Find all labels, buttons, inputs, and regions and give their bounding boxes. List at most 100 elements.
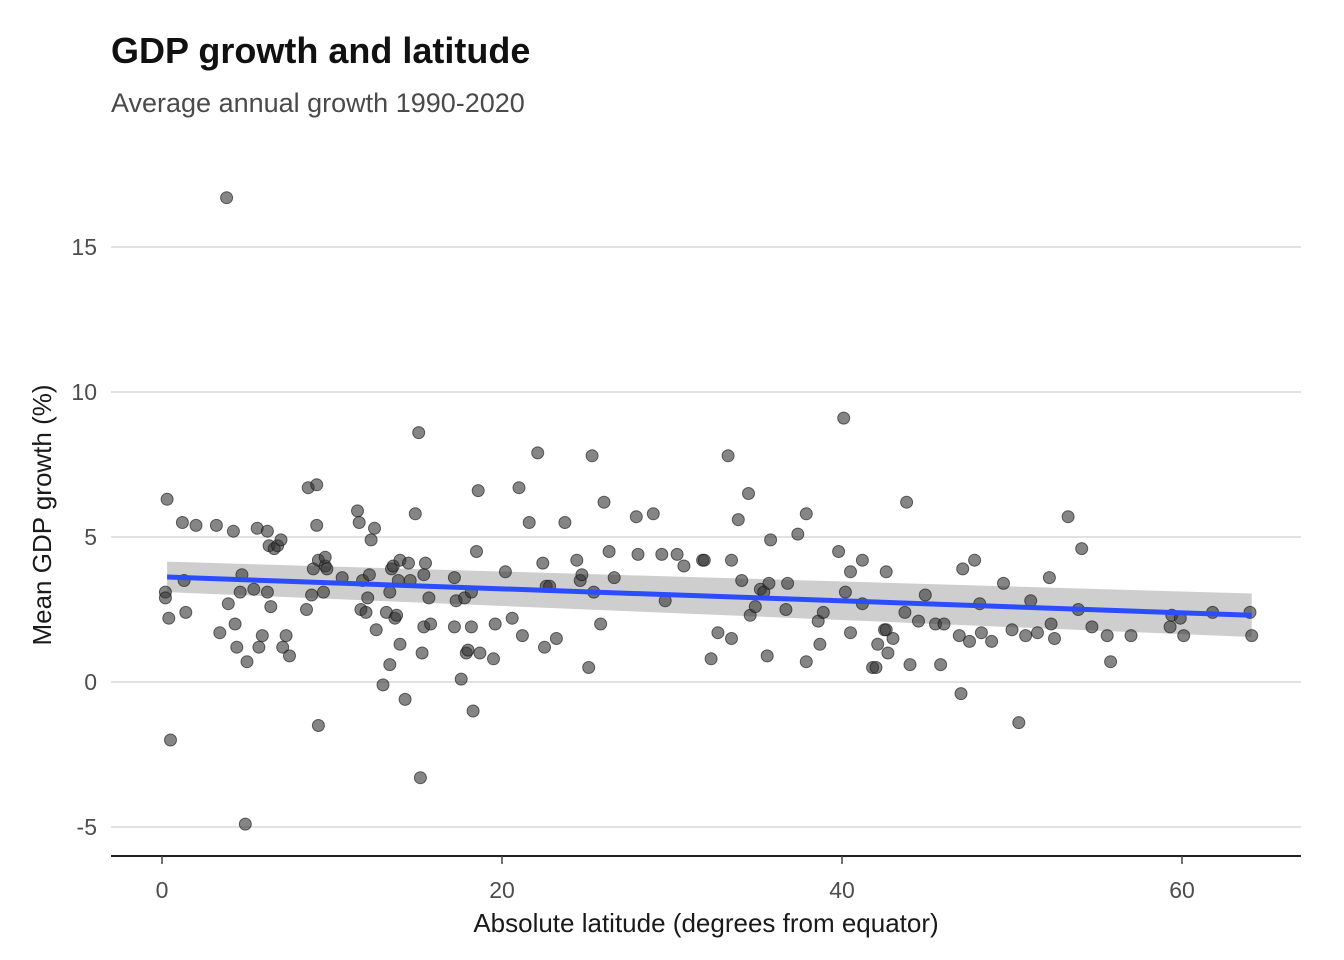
data-point	[470, 545, 483, 558]
x-tick-label: 60	[1169, 877, 1195, 903]
data-point	[799, 655, 813, 669]
x-tick-label: 20	[489, 877, 515, 903]
data-point	[415, 646, 429, 660]
data-point	[1163, 620, 1177, 634]
data-point	[779, 603, 793, 616]
data-point	[602, 545, 616, 558]
data-point	[1061, 510, 1075, 524]
data-point	[417, 568, 431, 582]
data-point	[837, 411, 851, 425]
data-point	[473, 646, 487, 660]
data-point	[160, 492, 174, 506]
data-point	[549, 632, 563, 645]
data-point	[1124, 629, 1138, 643]
data-point	[158, 591, 172, 605]
data-point	[318, 550, 332, 564]
data-point	[213, 626, 227, 640]
data-point	[279, 629, 293, 643]
data-point	[879, 565, 893, 579]
data-point	[162, 611, 176, 625]
data-point	[918, 588, 932, 602]
data-point	[310, 518, 324, 532]
data-point	[711, 626, 725, 640]
gridlines	[111, 246, 1301, 828]
data-point	[538, 640, 551, 654]
data-point	[260, 585, 274, 599]
data-point	[221, 597, 235, 611]
data-point	[447, 620, 461, 634]
data-point	[937, 617, 951, 631]
data-point	[320, 562, 334, 576]
data-point	[247, 582, 261, 596]
data-point	[164, 733, 177, 747]
data-point	[646, 507, 660, 521]
data-point	[952, 629, 966, 643]
trend-line	[167, 574, 1252, 618]
data-point	[240, 655, 254, 669]
data-point	[362, 568, 376, 582]
data-point	[735, 574, 749, 587]
data-point	[260, 524, 274, 538]
data-point	[869, 661, 883, 674]
data-point	[189, 518, 203, 532]
data-point	[422, 591, 436, 605]
data-point	[585, 449, 599, 463]
data-point	[582, 661, 596, 674]
data-point	[697, 553, 711, 567]
data-point	[274, 533, 288, 547]
confidence-band	[167, 561, 1252, 638]
data-point	[934, 658, 948, 672]
data-point	[791, 527, 805, 541]
data-point	[264, 600, 278, 614]
data-point	[461, 643, 475, 657]
x-tick-label: 0	[156, 877, 169, 903]
data-point	[390, 608, 404, 622]
data-point	[383, 658, 397, 672]
data-point	[677, 559, 691, 573]
data-point	[359, 605, 373, 619]
data-point	[179, 605, 193, 619]
data-point	[522, 516, 536, 529]
data-point	[886, 632, 900, 645]
data-point	[1075, 542, 1089, 556]
data-point	[912, 614, 925, 628]
data-point	[283, 649, 296, 663]
data-point	[760, 649, 774, 663]
data-point	[310, 478, 324, 492]
data-point	[408, 507, 422, 521]
data-point	[879, 623, 893, 637]
data-point	[230, 640, 244, 654]
data-point	[209, 518, 223, 532]
data-point	[536, 556, 550, 570]
data-point	[369, 623, 383, 637]
data-point	[816, 605, 830, 619]
chart-title: GDP growth and latitude	[111, 30, 531, 71]
data-point	[631, 547, 645, 561]
data-point	[1100, 629, 1114, 643]
data-point	[361, 591, 375, 605]
data-point	[238, 817, 252, 831]
x-axis-title: Absolute latitude (degrees from equator)	[473, 908, 938, 938]
data-point	[505, 611, 519, 625]
data-points	[158, 191, 1259, 831]
data-point	[731, 513, 745, 527]
data-point	[607, 571, 621, 585]
data-point	[575, 568, 589, 582]
data-point	[968, 553, 982, 567]
data-point	[985, 634, 999, 648]
data-point	[1044, 617, 1058, 631]
data-point	[464, 620, 478, 634]
data-point	[903, 658, 917, 672]
data-point	[838, 585, 852, 599]
data-point	[351, 504, 364, 518]
data-point	[228, 617, 242, 631]
y-axis-title: Mean GDP growth (%)	[27, 384, 57, 645]
data-point	[300, 603, 313, 616]
y-tick-label: 0	[84, 669, 97, 695]
axes: -5 0 5 10 15 0 20 40 60	[71, 234, 1301, 903]
data-point	[252, 640, 266, 654]
data-point	[629, 510, 643, 524]
data-point	[900, 495, 914, 509]
data-point	[594, 617, 608, 631]
